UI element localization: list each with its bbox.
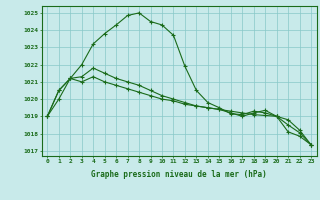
X-axis label: Graphe pression niveau de la mer (hPa): Graphe pression niveau de la mer (hPa): [91, 170, 267, 179]
